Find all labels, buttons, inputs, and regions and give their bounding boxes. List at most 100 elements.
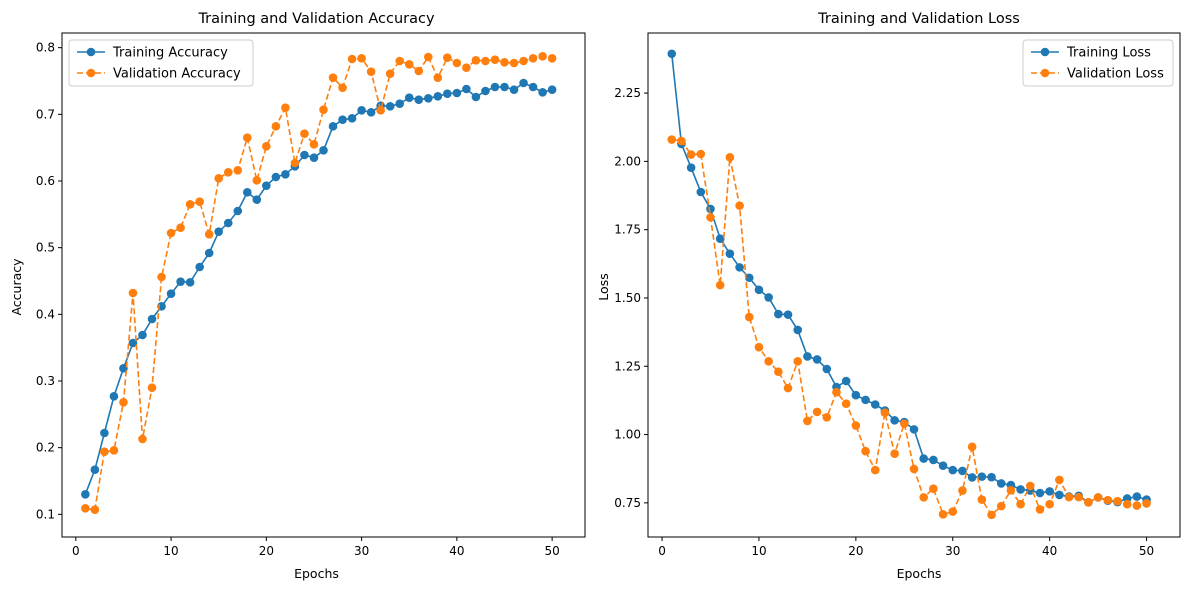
accuracy-training-accuracy-point [309, 153, 319, 162]
accuracy-legend-training-accuracy-marker [86, 47, 96, 57]
accuracy-plot-frame [61, 32, 586, 538]
accuracy-validation-accuracy-point [214, 174, 224, 183]
accuracy-training-accuracy-point [433, 92, 443, 101]
accuracy-training-accuracy-point [385, 102, 395, 111]
loss-training-loss-point [715, 234, 725, 243]
loss-validation-loss-point [667, 135, 677, 144]
loss-legend: Training Loss Validation Loss [1022, 39, 1174, 87]
accuracy-validation-accuracy-point [500, 58, 509, 67]
loss-training-loss-point [909, 425, 919, 434]
accuracy-training-accuracy-point [109, 392, 119, 401]
accuracy-validation-accuracy-point [443, 53, 452, 62]
loss-validation-loss-point [900, 419, 909, 428]
accuracy-training-accuracy-point [547, 85, 557, 94]
loss-validation-loss-point [1113, 496, 1122, 506]
loss-validation-loss-point [822, 413, 832, 422]
accuracy-training-accuracy-point [509, 85, 519, 94]
accuracy-chart-xlabel: Epochs [294, 566, 339, 581]
loss-training-loss-point [706, 204, 715, 214]
loss-training-loss-point [851, 390, 861, 400]
accuracy-training-accuracy-point [100, 428, 109, 438]
loss-training-loss-point [1132, 492, 1142, 501]
loss-validation-loss-point [1084, 498, 1093, 507]
accuracy-validation-accuracy-point [366, 67, 376, 76]
loss-training-loss-point [890, 416, 899, 425]
accuracy-ytick-label: 0.5 [36, 241, 55, 255]
loss-validation-loss-point [1103, 495, 1113, 505]
accuracy-training-accuracy-point [338, 115, 347, 124]
loss-training-loss-point [919, 454, 928, 463]
accuracy-training-accuracy-point [452, 88, 462, 98]
accuracy-validation-accuracy-point [423, 52, 433, 62]
accuracy-legend-training-accuracy-label: Training Accuracy [112, 46, 228, 61]
loss-validation-loss-point [735, 201, 744, 210]
loss-validation-loss-point [977, 495, 987, 504]
accuracy-validation-accuracy-point [195, 197, 204, 206]
accuracy-training-accuracy-point [166, 289, 176, 298]
loss-validation-loss-point [725, 152, 735, 162]
accuracy-legend-validation-accuracy-marker [86, 68, 96, 78]
loss-validation-loss-point [890, 449, 899, 458]
accuracy-training-accuracy-point [366, 108, 376, 117]
accuracy-validation-accuracy-point [90, 505, 100, 514]
loss-validation-loss-point [812, 407, 822, 417]
loss-training-loss-point [696, 187, 706, 197]
loss-validation-loss-point [938, 510, 948, 519]
accuracy-validation-accuracy-point [147, 383, 157, 392]
loss-training-loss-point [735, 263, 744, 272]
accuracy-training-accuracy-point [395, 99, 405, 108]
accuracy-training-accuracy-point [204, 248, 214, 258]
accuracy-validation-accuracy-point [433, 73, 443, 82]
accuracy-training-accuracy-point [414, 95, 424, 104]
loss-training-loss-point [793, 325, 803, 335]
accuracy-validation-accuracy-point [290, 158, 300, 168]
loss-ytick-label: 1.00 [614, 428, 641, 442]
loss-validation-loss-point [1045, 499, 1054, 509]
loss-training-loss-point [1016, 485, 1025, 494]
accuracy-validation-accuracy-point [357, 54, 366, 63]
loss-legend-training-loss-marker [1040, 47, 1050, 57]
loss-validation-loss-point [1093, 493, 1103, 502]
loss-training-loss-point [1035, 488, 1045, 498]
accuracy-validation-accuracy-point [309, 140, 319, 149]
loss-training-loss-line [670, 53, 1147, 504]
accuracy-validation-accuracy-point [471, 56, 481, 65]
loss-training-loss-point [803, 352, 812, 361]
loss-xtick-label: 40 [1042, 544, 1057, 558]
accuracy-xtick-label: 0 [72, 544, 80, 558]
accuracy-training-accuracy-point [481, 86, 490, 96]
loss-training-loss-point [1055, 490, 1064, 500]
loss-training-loss-point [996, 479, 1006, 488]
loss-validation-loss-point [774, 367, 783, 377]
loss-validation-loss-point [870, 465, 880, 475]
accuracy-validation-accuracy-point [223, 168, 233, 177]
loss-validation-loss-point [861, 446, 870, 456]
accuracy-chart-ylabel: Accuracy [9, 258, 24, 316]
loss-validation-loss-point [841, 399, 851, 408]
accuracy-validation-accuracy-point [385, 69, 395, 78]
accuracy-ytick-label: 0.6 [36, 174, 55, 188]
loss-validation-loss-point [1055, 475, 1064, 485]
loss-validation-loss-point [948, 507, 958, 516]
loss-training-loss-point [725, 249, 735, 259]
accuracy-training-accuracy-point [300, 150, 309, 160]
loss-validation-loss-point [793, 357, 803, 366]
loss-ytick-label: 1.25 [614, 359, 641, 373]
loss-xtick-label: 30 [945, 544, 960, 558]
loss-training-loss-point [938, 461, 948, 471]
accuracy-training-accuracy-point [528, 82, 538, 92]
accuracy-training-accuracy-point [471, 92, 481, 102]
accuracy-training-accuracy-point [262, 181, 271, 190]
accuracy-legend: Training Accuracy Validation Accuracy [68, 39, 254, 87]
accuracy-training-accuracy-point [81, 490, 90, 499]
accuracy-chart-title: Training and Validation Accuracy [197, 11, 435, 27]
loss-validation-loss-point [686, 150, 696, 159]
loss-validation-loss-point [987, 510, 996, 520]
accuracy-validation-accuracy-point [128, 288, 138, 298]
loss-training-loss-point [783, 310, 793, 319]
loss-training-loss-point [812, 355, 822, 364]
loss-validation-loss-point [783, 383, 793, 393]
loss-ytick-label: 1.75 [614, 223, 641, 237]
loss-chart-ylabel: Loss [596, 273, 611, 300]
loss-validation-loss-point [1025, 481, 1035, 491]
